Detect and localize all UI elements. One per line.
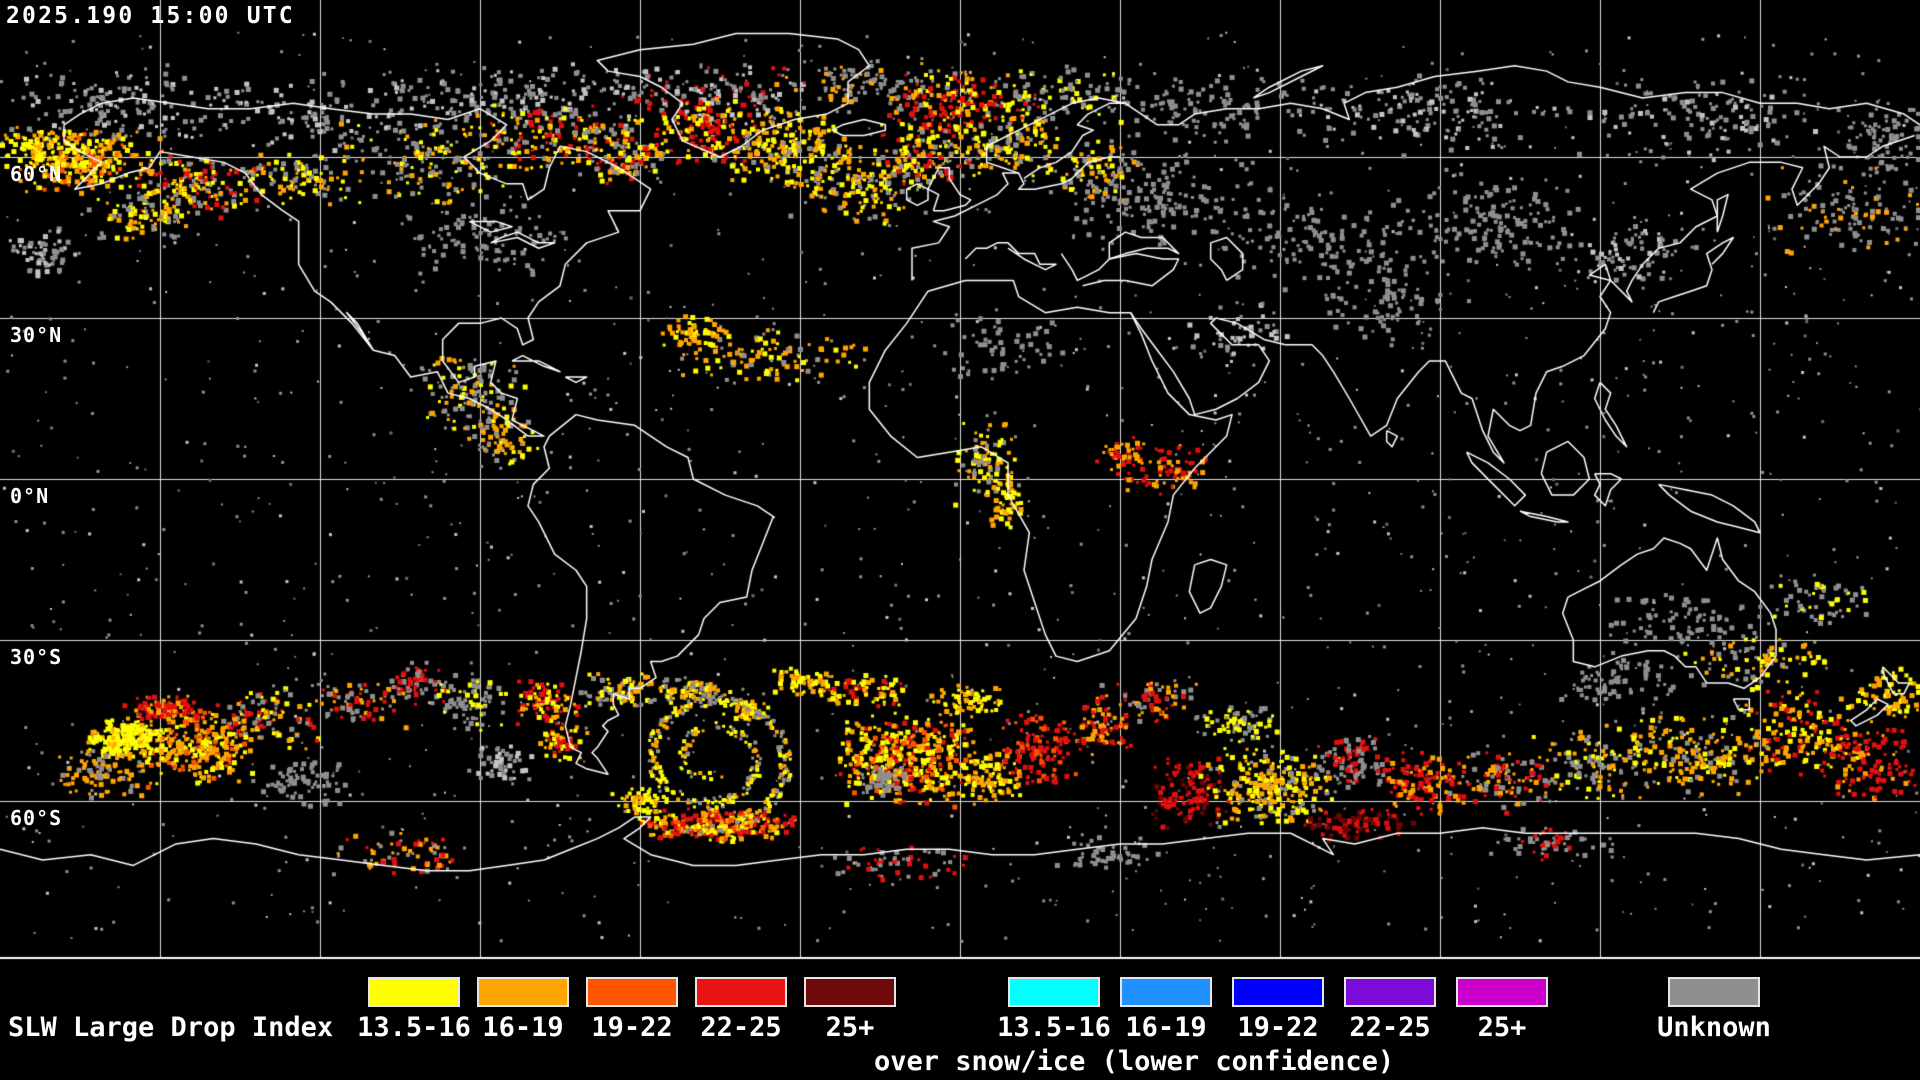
- legend-snowice-0-label: 13.5-16: [997, 1012, 1111, 1043]
- legend-snowice-2-swatch: [1232, 977, 1324, 1007]
- legend-snowice-3-label: 22-25: [1349, 1012, 1431, 1043]
- latitude-label: 30°S: [10, 645, 63, 669]
- legend-normal-3-label: 22-25: [700, 1012, 782, 1043]
- latitude-label: 0°N: [10, 484, 50, 508]
- legend-snowice-0-swatch: [1008, 977, 1100, 1007]
- legend-snowice-4-label: 25+: [1477, 1012, 1527, 1043]
- legend-normal-1-swatch: [477, 977, 569, 1007]
- latitude-label: 60°S: [10, 806, 63, 830]
- legend-title: SLW Large Drop Index: [8, 1012, 334, 1043]
- legend-normal-3-swatch: [695, 977, 787, 1007]
- legend-normal-4-label: 25+: [825, 1012, 875, 1043]
- legend-normal-4-swatch: [804, 977, 896, 1007]
- legend-snowice-3-swatch: [1344, 977, 1436, 1007]
- legend-normal-0-label: 13.5-16: [357, 1012, 471, 1043]
- latitude-label: 60°N: [10, 162, 63, 186]
- latitude-label: 30°N: [10, 323, 63, 347]
- legend-normal-0-swatch: [368, 977, 460, 1007]
- legend-snowice-1-swatch: [1120, 977, 1212, 1007]
- legend-normal-2-label: 19-22: [591, 1012, 673, 1043]
- legend-snowice-2-label: 19-22: [1237, 1012, 1319, 1043]
- legend-normal-2-swatch: [586, 977, 678, 1007]
- timestamp-label: 2025.190 15:00 UTC: [6, 3, 295, 29]
- legend-normal-1-label: 16-19: [482, 1012, 564, 1043]
- legend-unknown-label: Unknown: [1657, 1012, 1771, 1043]
- legend-unknown-swatch: [1668, 977, 1760, 1007]
- legend-snowice-1-label: 16-19: [1125, 1012, 1207, 1043]
- snow-ice-caption: over snow/ice (lower confidence): [874, 1046, 1395, 1077]
- legend-snowice-4-swatch: [1456, 977, 1548, 1007]
